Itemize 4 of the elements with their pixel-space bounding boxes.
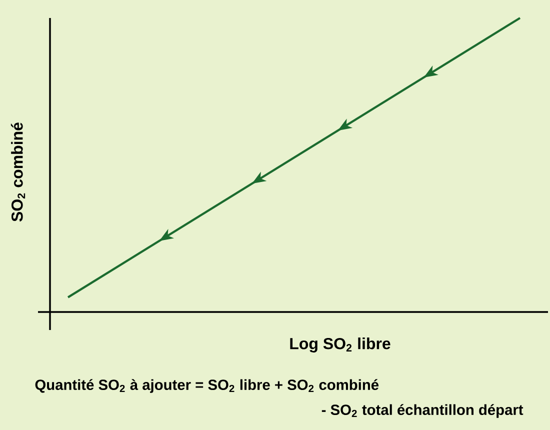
text: Quantité SO$_{2}$ à ajouter = SO$_{2}$ libre + SO$_{2}$ combiné (35, 379, 379, 393)
x-axis-title: Log SO$_{2}$ libre (290, 338, 390, 352)
text: - SO$_{2}$ total échantillon départ (322, 404, 524, 418)
y-axis-title: SO$_{2}$ combiné (10, 122, 26, 222)
